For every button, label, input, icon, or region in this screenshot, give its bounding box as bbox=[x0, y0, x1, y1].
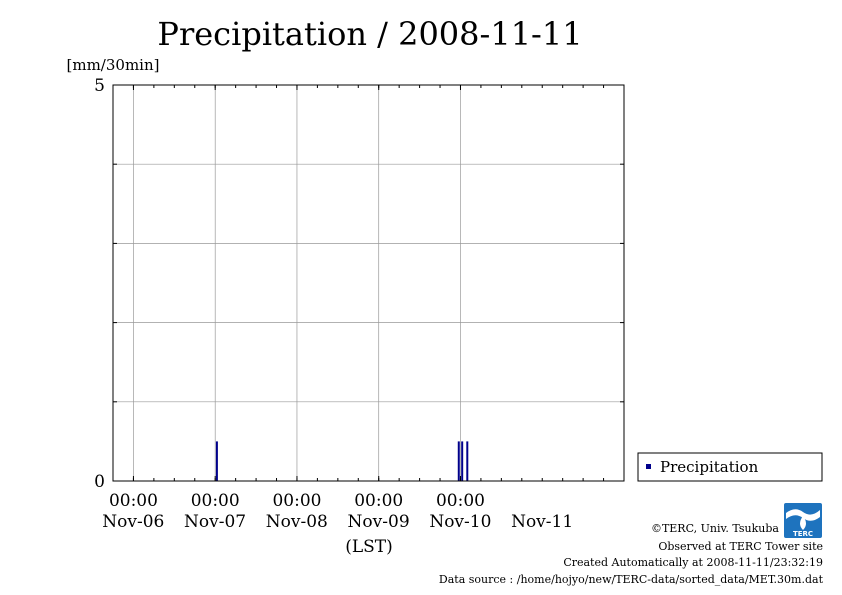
logo-text: TERC bbox=[793, 530, 813, 538]
y-axis-unit-label: [mm/30min] bbox=[67, 56, 160, 74]
observed-text: Observed at TERC Tower site bbox=[658, 540, 823, 553]
x-time-tick-label: 00:00 bbox=[436, 491, 485, 511]
x-time-tick-label: 00:00 bbox=[191, 491, 240, 511]
x-date-label: Nov-11 bbox=[511, 512, 573, 532]
created-text: Created Automatically at 2008-11-11/23:3… bbox=[563, 556, 823, 569]
y-tick-label: 5 bbox=[94, 76, 105, 96]
x-date-label: Nov-09 bbox=[348, 512, 410, 532]
x-date-label: Nov-08 bbox=[266, 512, 328, 532]
x-date-label: Nov-07 bbox=[184, 512, 246, 532]
legend-swatch bbox=[646, 464, 651, 469]
footer-info: ©TERC, Univ. Tsukuba Observed at TERC To… bbox=[439, 522, 824, 586]
terc-logo: TERC bbox=[784, 503, 822, 538]
x-axis-label: (LST) bbox=[345, 537, 393, 557]
legend: Precipitation bbox=[637, 452, 823, 482]
y-tick-label: 0 bbox=[94, 472, 105, 492]
x-time-tick-label: 00:00 bbox=[272, 491, 321, 511]
copyright-text: ©TERC, Univ. Tsukuba bbox=[651, 522, 779, 535]
water-drop-icon bbox=[800, 516, 806, 530]
x-date-label: Nov-06 bbox=[102, 512, 164, 532]
x-date-label: Nov-10 bbox=[429, 512, 491, 532]
wave-icon bbox=[786, 509, 820, 521]
bars bbox=[215, 441, 469, 481]
chart-title: Precipitation / 2008-11-11 bbox=[157, 15, 582, 53]
axis-ticks bbox=[112, 84, 625, 482]
gridlines bbox=[113, 85, 624, 481]
data-source-text: Data source : /home/hojyo/new/TERC-data/… bbox=[439, 573, 824, 586]
legend-label: Precipitation bbox=[660, 458, 759, 476]
x-time-tick-label: 00:00 bbox=[354, 491, 403, 511]
plot-frame bbox=[112, 84, 625, 482]
legend-box bbox=[637, 452, 823, 482]
x-time-tick-label: 00:00 bbox=[109, 491, 158, 511]
